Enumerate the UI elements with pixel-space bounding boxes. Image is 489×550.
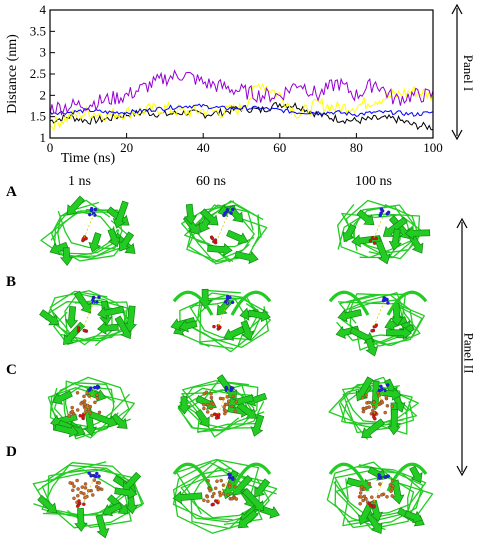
x-tick-label-0: 0 [47, 140, 54, 155]
y-tick-label-6: 4 [40, 2, 47, 17]
y-tick-label-3: 2.5 [30, 66, 46, 81]
x-tick-label-2: 40 [197, 140, 210, 155]
structure-a-0 [40, 195, 136, 266]
y-tick-label-4: 3 [40, 45, 47, 60]
panel-one-label: Panel I [461, 54, 477, 92]
row-letter-d: D [6, 444, 17, 460]
chart-series-group [49, 69, 434, 132]
panel-two-arrow [456, 217, 468, 477]
row-letter-a: A [6, 184, 17, 200]
structure-c-1 [177, 374, 268, 438]
structure-b-1 [170, 288, 272, 353]
panel-one: 0 20 40 60 80 100 1 1.5 2 2.5 3 3.5 4 Distance (nm) … [0, 0, 489, 170]
structure-d-1 [172, 458, 280, 534]
series-line-3 [49, 69, 434, 116]
chart-ylabel: Distance (nm) [5, 34, 20, 114]
x-tick-label-3: 60 [273, 140, 286, 155]
y-tick-label-2: 2 [40, 87, 47, 102]
x-tick-label-4: 80 [350, 140, 363, 155]
x-tick-label-5: 100 [423, 140, 443, 155]
panel-two: 1 ns 60 ns 100 ns A B C D Panel II [0, 170, 489, 550]
chart-plot-frame [49, 9, 434, 139]
series-line-2 [49, 103, 434, 117]
y-tick-label-5: 3.5 [30, 23, 46, 38]
column-header-60ns: 60 ns [196, 174, 226, 189]
column-header-1ns: 1 ns [68, 174, 91, 189]
x-tick-label-1: 20 [120, 140, 133, 155]
structure-c-2 [328, 376, 419, 440]
column-header-100ns: 100 ns [355, 174, 392, 189]
protein-structure-grid [32, 195, 434, 539]
y-tick-label-1: 1.5 [30, 109, 46, 124]
y-tick-label-0: 1 [40, 130, 47, 145]
row-letter-b: B [6, 274, 17, 290]
structure-b-0 [39, 290, 138, 347]
structure-d-0 [32, 461, 145, 539]
structure-c-0 [47, 376, 135, 440]
row-letter-c: C [6, 362, 17, 378]
series-line-0 [49, 101, 434, 131]
structure-a-2 [337, 199, 431, 265]
structure-d-2 [326, 461, 434, 534]
series-line-1 [49, 82, 434, 132]
panel-two-label: Panel II [461, 332, 477, 374]
structure-a-1 [181, 200, 268, 265]
panel-one-arrow [451, 3, 463, 141]
chart-xlabel: Time (ns) [61, 151, 116, 166]
chart-ticks-group: 0 20 40 60 80 100 1 1.5 2 2.5 3 3.5 4 [30, 2, 443, 155]
structure-b-2 [328, 290, 428, 357]
